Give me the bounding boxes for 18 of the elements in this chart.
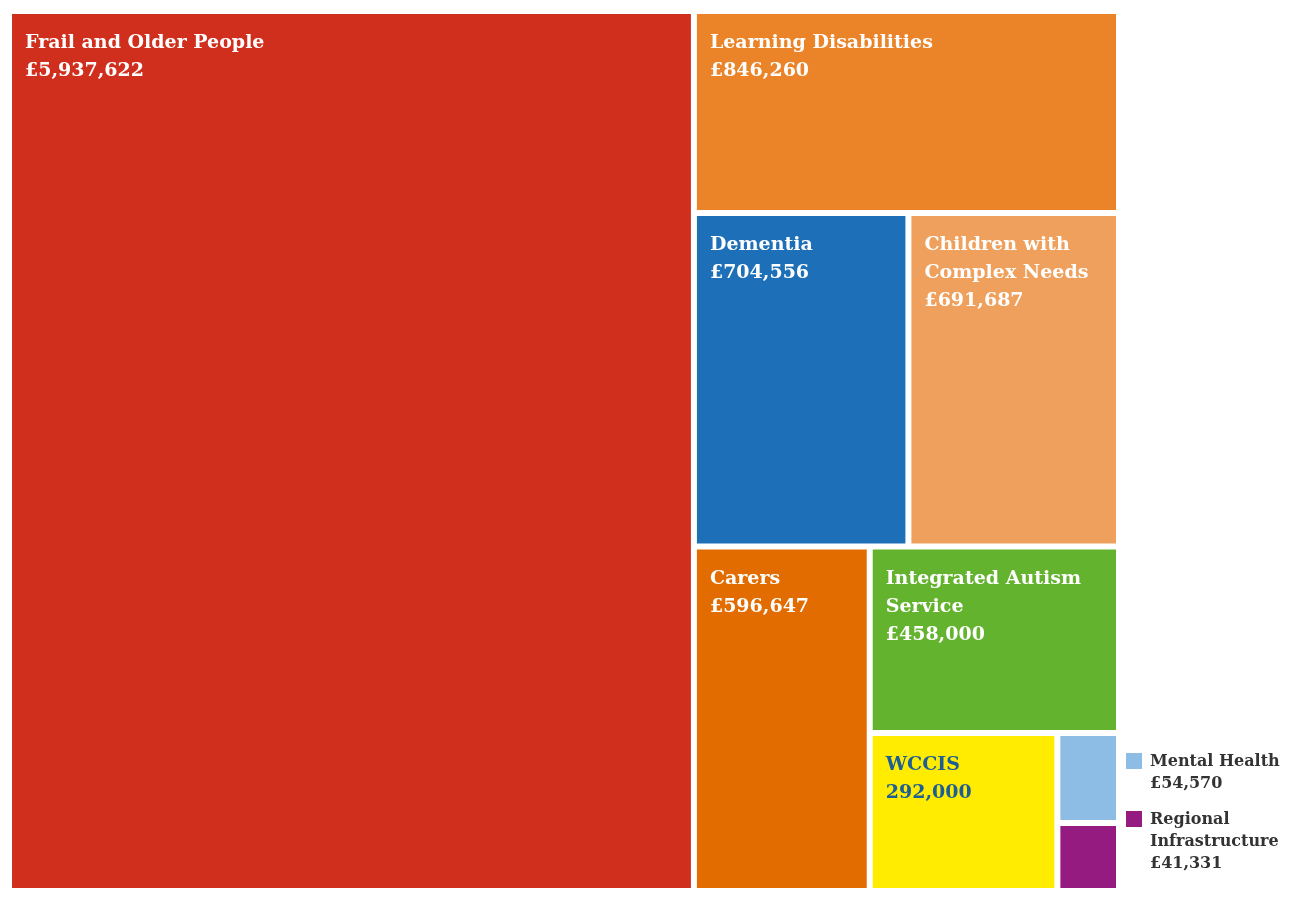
category-label: Learning Disabilities — [709, 30, 933, 52]
category-label: Regional Infrastructure — [1150, 808, 1280, 852]
category-label: Children with Complex Needs — [924, 232, 1089, 283]
category-label: Dementia — [709, 232, 813, 255]
data-label: £704,556 — [709, 260, 810, 283]
data-label: £5,937,622 — [25, 58, 144, 80]
data-label: £691,687 — [924, 288, 1024, 311]
category-label: Carers — [709, 565, 781, 588]
data-label: £458,000 — [885, 621, 985, 644]
data-label: 292,000 — [885, 780, 972, 803]
category-label: Frail and Older People — [25, 30, 265, 52]
category-label: Mental Health — [1150, 750, 1280, 772]
data-label: £596,647 — [709, 593, 810, 616]
data-label: £41,331 — [1150, 852, 1224, 874]
data-label: £54,570 — [1150, 772, 1224, 794]
category-label: WCCIS — [884, 752, 960, 775]
category-label: Integrated Autism Service — [885, 565, 1088, 616]
data-label: £846,260 — [709, 58, 810, 80]
